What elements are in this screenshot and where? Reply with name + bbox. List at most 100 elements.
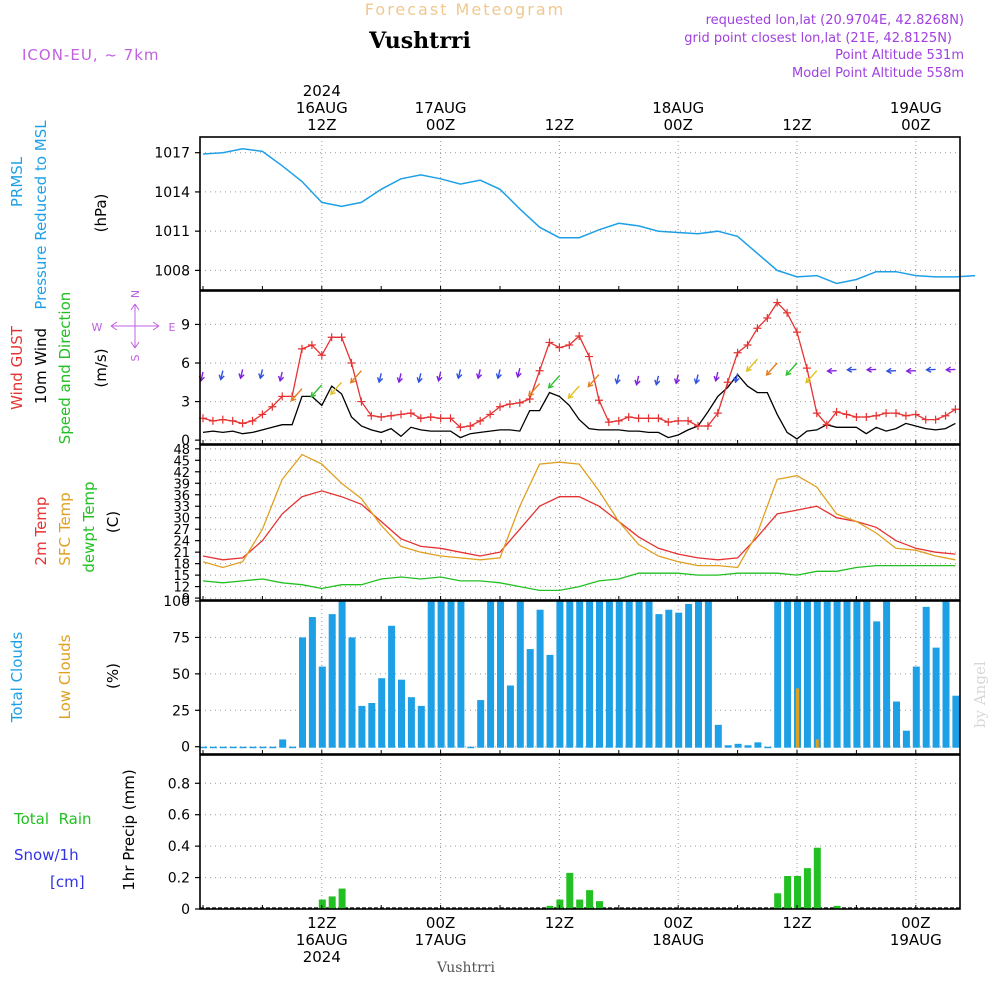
precip-label-cm: [cm]	[50, 873, 85, 891]
y-tick-label: 0	[181, 433, 190, 449]
bottom-time-label: 18AUG	[652, 931, 704, 949]
gust-marker	[228, 416, 237, 425]
y-tick-label: 39	[173, 477, 190, 492]
bar-total-clouds	[219, 746, 227, 749]
bar-total-clouds	[784, 601, 792, 748]
wind-direction-arrow	[310, 384, 323, 398]
bar-total-clouds	[576, 601, 584, 748]
brand-title: Forecast Meteogram	[365, 0, 565, 19]
gust-marker	[783, 308, 792, 317]
gust-marker	[763, 314, 772, 322]
gust-marker	[298, 344, 306, 353]
gust-marker	[476, 416, 485, 425]
gust-marker	[258, 410, 267, 419]
wind-direction-arrowhead	[495, 373, 502, 380]
wind-direction-arrow	[330, 381, 343, 395]
gust-marker	[941, 411, 950, 420]
y-tick-label: 24	[173, 535, 190, 550]
bar-total-clouds	[823, 601, 831, 748]
bar-total-clouds	[685, 603, 693, 748]
model-label: ICON-EU, ~ 7km	[22, 46, 160, 64]
wind-direction-arrow	[239, 369, 244, 379]
compass-s-label: S	[129, 354, 142, 361]
top-time-label: 00Z	[426, 116, 455, 134]
gust-marker	[773, 298, 782, 307]
bar-total-clouds	[863, 601, 871, 748]
bar-total-clouds	[942, 601, 950, 748]
grid-point-coords: grid point closest lon,lat (21E, 42.8125…	[684, 31, 952, 46]
y-tick-label: 15	[173, 569, 190, 584]
gust-marker	[822, 420, 831, 429]
bar-total-clouds	[279, 739, 287, 748]
bar-total-clouds	[368, 703, 376, 748]
bar-total-clouds	[833, 601, 841, 748]
bar-total-clouds	[645, 601, 653, 748]
wind-direction-arrowhead	[846, 366, 853, 373]
gust-marker	[654, 414, 663, 423]
gust-marker	[634, 414, 643, 423]
wind-direction-arrowhead	[310, 391, 317, 398]
wind-direction-arrow	[477, 369, 481, 379]
wind-direction-arrowhead	[547, 382, 554, 389]
gust-marker	[951, 405, 960, 414]
pressure-label-prmsl: PRMSL	[8, 156, 26, 207]
series-line-10m-wind	[202, 373, 956, 440]
bar-total-clouds	[813, 601, 821, 748]
bar-total-clouds	[764, 746, 772, 749]
gust-marker	[208, 416, 217, 425]
gust-marker	[703, 422, 712, 430]
bar-total-clouds	[338, 601, 346, 748]
bar-total-clouds	[655, 614, 663, 748]
series-line-sfc-temp	[202, 453, 956, 569]
bar-total-clouds	[843, 601, 851, 748]
wind-direction-arrow	[279, 371, 283, 381]
wind-direction-arrowhead	[258, 373, 265, 380]
bar-total-clouds	[249, 746, 257, 749]
bottom-time-label: 00Z	[664, 914, 693, 932]
top-time-label: 2024	[303, 82, 341, 100]
bar-total-rain	[784, 876, 792, 909]
y-tick-label: 3	[181, 395, 190, 411]
wind-direction-arrow	[290, 388, 303, 402]
y-tick-label: 6	[181, 356, 190, 372]
wind-direction-arrowhead	[587, 381, 594, 388]
gust-marker	[921, 415, 930, 424]
gust-marker	[327, 333, 336, 342]
wind-direction-arrowhead	[475, 373, 483, 380]
y-tick-label: 12	[173, 581, 190, 596]
bar-total-clouds	[536, 609, 544, 748]
gust-marker	[337, 333, 346, 342]
bar-total-clouds	[605, 601, 613, 748]
compass-e-label: E	[169, 321, 176, 334]
wind-direction-arrow	[695, 374, 699, 384]
y-tick-label: 18	[173, 558, 190, 573]
station-title: Vushtrri	[368, 28, 471, 54]
y-tick-label: 33	[173, 500, 190, 515]
wind-direction-arrowhead	[277, 375, 285, 383]
gust-marker	[535, 366, 544, 375]
bottom-time-label: 12Z	[307, 914, 336, 932]
y-tick-label: 36	[173, 489, 190, 504]
wind-direction-arrowhead	[826, 367, 833, 375]
bar-total-clouds	[467, 746, 475, 749]
precip-label-rain: Total Rain	[13, 810, 92, 828]
gust-marker	[684, 416, 693, 425]
gust-marker	[387, 411, 396, 420]
wind-direction-arrowhead	[945, 366, 952, 373]
bar-total-clouds	[665, 609, 673, 748]
bar-total-rain	[576, 899, 584, 909]
y-tick-label: 0	[181, 740, 190, 756]
bar-total-clouds	[615, 601, 623, 748]
bar-total-clouds	[754, 742, 762, 748]
bar-total-clouds	[774, 601, 782, 748]
bar-total-clouds	[794, 601, 801, 748]
wind-direction-arrow	[766, 362, 778, 376]
y-tick-label: 50	[172, 667, 190, 683]
compass-n-label: N	[129, 290, 142, 298]
bar-total-clouds	[477, 700, 485, 748]
gust-marker	[624, 413, 633, 421]
bar-total-clouds	[695, 601, 702, 748]
y-tick-label: 100	[163, 594, 190, 610]
wind-direction-arrow	[734, 373, 739, 383]
gust-marker	[456, 423, 465, 432]
